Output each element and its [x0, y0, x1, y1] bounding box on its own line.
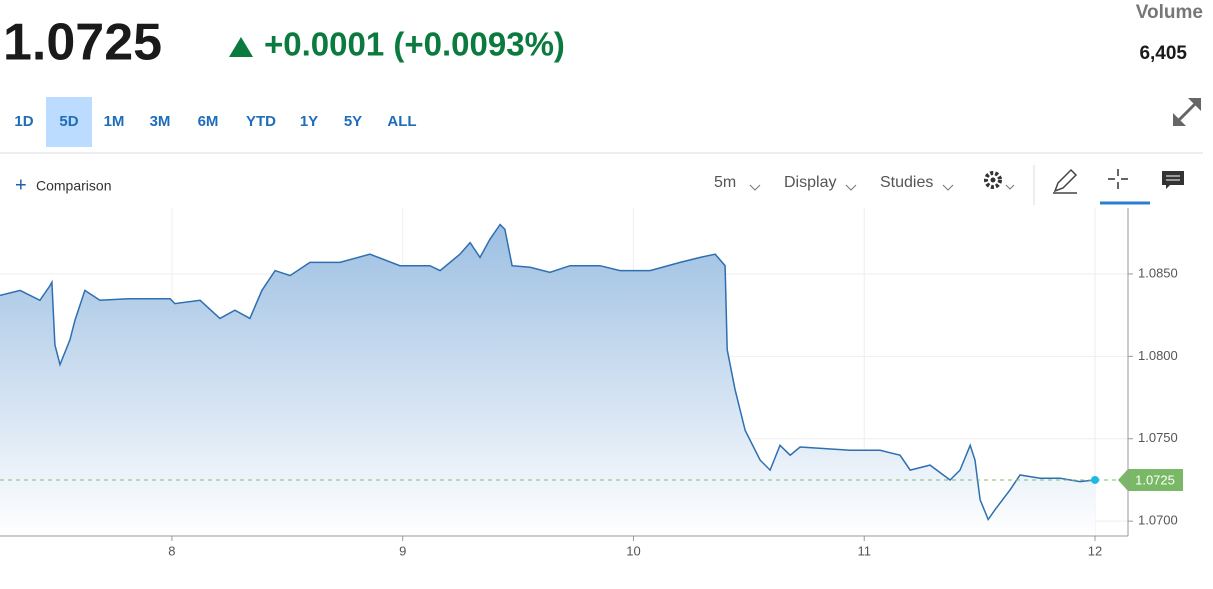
volume-label: Volume: [1136, 2, 1203, 23]
comparison-button[interactable]: Comparison: [36, 178, 111, 194]
y-tick-label: 1.0700: [1138, 513, 1178, 528]
chevron: [942, 184, 954, 191]
settings-icon[interactable]: [984, 171, 1015, 190]
plot-area: 8 9 10 11 12 1.0700 1.0750 1.0800 1.0850 1.0725: [0, 208, 1183, 558]
interval-button[interactable]: 5m: [714, 174, 736, 191]
range-tab[interactable]: 3M: [150, 113, 171, 130]
expand-icon[interactable]: [1173, 98, 1201, 126]
crosshair-icon[interactable]: [1108, 169, 1128, 189]
x-tick-label: 11: [857, 543, 871, 558]
last-point: [1091, 475, 1099, 484]
range-tab[interactable]: YTD: [246, 113, 276, 130]
x-tick-label: 8: [168, 543, 175, 558]
comment-icon[interactable]: [1162, 171, 1184, 189]
range-tabs: 1D 5D 1M 3M 6M YTD 1Y 5Y ALL: [14, 97, 417, 147]
selected-tab: [46, 97, 92, 147]
current-price-label: 1.0725: [1135, 472, 1175, 487]
range-tab[interactable]: 1M: [104, 113, 125, 130]
volume: 6,405: [1139, 43, 1187, 64]
plus-icon: +: [15, 174, 27, 196]
studies-button[interactable]: Studies: [880, 174, 933, 191]
range-tab[interactable]: 1D: [14, 113, 33, 130]
range-tab[interactable]: 5Y: [344, 113, 362, 130]
range-tab[interactable]: ALL: [387, 113, 416, 130]
chevron: [749, 184, 761, 191]
x-tick-label: 10: [626, 543, 640, 558]
y-tick-label: 1.0750: [1138, 430, 1178, 445]
chevron: [845, 184, 857, 191]
change: +0.0001 (+0.0093%): [264, 26, 565, 63]
range-tab[interactable]: 5D: [59, 113, 78, 130]
price-line: [0, 223, 1096, 522]
current-price-box: [1118, 468, 1183, 491]
y-tick-label: 1.0850: [1138, 265, 1178, 280]
price: 1.0725: [3, 14, 162, 72]
x-tick-label: 9: [399, 543, 406, 558]
area-fill: [0, 224, 1095, 536]
display-button[interactable]: Display: [784, 174, 836, 191]
y-tick-label: 1.0800: [1138, 348, 1178, 363]
draw-icon[interactable]: [1053, 168, 1078, 194]
x-tick-label: 12: [1088, 543, 1102, 558]
up-arrow: [229, 37, 253, 57]
range-tab[interactable]: 1Y: [300, 113, 318, 130]
range-tab[interactable]: 6M: [198, 113, 219, 130]
